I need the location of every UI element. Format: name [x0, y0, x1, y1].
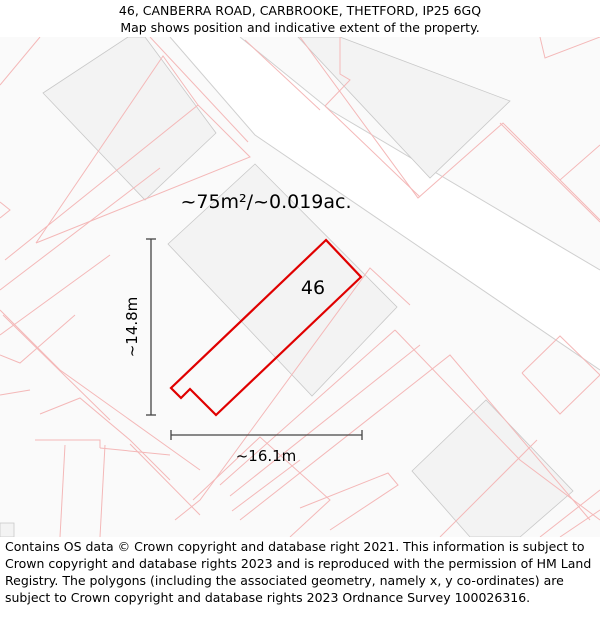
buildings: [0, 37, 574, 537]
property-map[interactable]: ~75m²/~0.019ac. 46 ~14.8m ~16.1m: [0, 37, 600, 537]
property-boundary[interactable]: [169, 238, 363, 417]
road: [169, 37, 600, 371]
map-canvas[interactable]: ~75m²/~0.019ac. 46 ~14.8m ~16.1m: [0, 37, 600, 537]
map-header: 46, CANBERRA ROAD, CARBROOKE, THETFORD, …: [0, 0, 600, 39]
parcel-boundaries: [0, 37, 600, 537]
building: [167, 163, 398, 397]
map-subtitle: Map shows position and indicative extent…: [120, 20, 480, 35]
width-dimension-line: [170, 430, 363, 440]
height-dimension-label: ~14.8m: [123, 297, 141, 358]
width-dimension-label: ~16.1m: [236, 447, 297, 465]
height-dimension-line: [146, 238, 156, 416]
building: [0, 522, 15, 537]
building: [297, 37, 511, 179]
area-label: ~75m²/~0.019ac.: [180, 191, 351, 213]
property-number-label: 46: [301, 277, 325, 299]
building: [42, 37, 217, 201]
copyright-notice: Contains OS data © Crown copyright and d…: [5, 539, 592, 605]
property-address: 46, CANBERRA ROAD, CARBROOKE, THETFORD, …: [118, 3, 482, 18]
